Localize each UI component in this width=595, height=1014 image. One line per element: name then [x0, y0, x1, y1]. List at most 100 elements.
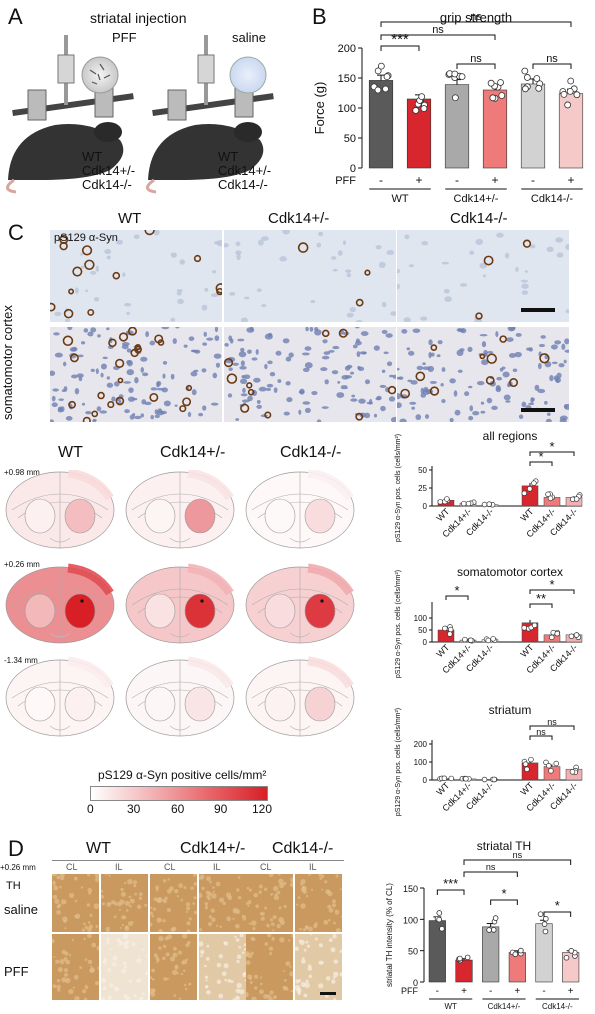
tissue-speck [319, 876, 323, 880]
nucleus [61, 389, 66, 393]
tissue-speck [246, 952, 249, 958]
tissue-speck [227, 978, 232, 983]
nucleus [421, 241, 429, 246]
significance-bracket [529, 735, 553, 740]
data-point [490, 636, 496, 642]
tissue-speck [53, 884, 56, 887]
inclusion [338, 328, 348, 338]
nucleus [58, 398, 64, 401]
tissue-speck [236, 888, 240, 892]
tissue-speck [201, 952, 204, 955]
all-regions-chart: all regions 0 25 50 pS129 α-Syn pos. cells (… [395, 429, 583, 542]
tissue-speck [188, 982, 192, 986]
pff-sign: - [531, 173, 535, 187]
tissue-speck [166, 888, 172, 894]
tissue-speck [235, 988, 241, 994]
tissue-speck [233, 911, 236, 914]
region-border [289, 725, 311, 731]
data-point [451, 70, 459, 78]
nucleus [106, 327, 110, 331]
nucleus [502, 371, 510, 378]
inclusion [483, 255, 494, 266]
tissue-speck [113, 915, 117, 919]
tissue-speck [327, 889, 330, 892]
data-point [442, 625, 448, 632]
d-subcol-label: IL [213, 862, 221, 872]
nucleus [298, 390, 305, 394]
nucleus [81, 265, 85, 269]
data-point [447, 626, 454, 633]
nucleus [53, 332, 60, 336]
nucleus [385, 333, 393, 338]
tissue-speck [162, 919, 166, 923]
inclusion [509, 378, 519, 388]
striatum-region-cl [144, 593, 176, 629]
tissue-speck [158, 929, 163, 932]
significance-label: * [549, 439, 554, 454]
micrograph-tile [50, 327, 222, 422]
nucleus [202, 342, 208, 346]
tissue-speck [332, 976, 336, 979]
tissue-speck [125, 909, 129, 912]
nucleus [459, 348, 465, 352]
nucleus [357, 365, 361, 370]
nucleus [54, 352, 63, 358]
tissue-speck [305, 979, 309, 983]
tissue-speck [215, 881, 221, 887]
inclusion [68, 400, 76, 409]
micrograph-tile [397, 327, 569, 422]
data-point [573, 91, 581, 99]
nucleus [350, 398, 358, 402]
tissue-speck [304, 925, 309, 930]
nucleus [375, 245, 382, 250]
nucleus [106, 376, 110, 380]
nucleus [305, 327, 309, 332]
tissue-speck [274, 893, 278, 897]
tissue-speck [252, 927, 256, 931]
nucleus [288, 352, 294, 358]
data-point [481, 776, 488, 783]
tissue-speck [158, 935, 164, 942]
nucleus [386, 250, 395, 256]
nucleus [239, 365, 247, 370]
inclusion [246, 382, 253, 389]
tissue-speck [248, 922, 252, 925]
nucleus [496, 376, 503, 381]
significance-label: ns [432, 24, 444, 36]
tissue-speck [56, 875, 61, 880]
injection-site [320, 599, 324, 603]
nucleus [102, 356, 108, 360]
data-point [492, 915, 499, 921]
significance-bracket [380, 45, 420, 51]
tissue-speck [339, 888, 342, 891]
data-point [436, 910, 443, 916]
th-texture [150, 934, 192, 1000]
data-point [458, 73, 466, 81]
nucleus [244, 296, 250, 300]
th-micrograph-tile [101, 934, 148, 1000]
nucleus [304, 346, 312, 351]
tissue-speck [89, 913, 93, 918]
tissue-speck [313, 923, 318, 929]
nucleus [246, 327, 255, 333]
nucleus [521, 290, 529, 295]
nucleus [321, 406, 329, 409]
y-tick-label: 0 [413, 978, 418, 988]
bar [406, 98, 432, 169]
tissue-speck [166, 907, 172, 913]
nucleus [140, 413, 145, 418]
tissue-speck [310, 934, 313, 936]
tissue-speck [105, 937, 111, 942]
significance-bracket [529, 603, 553, 608]
nucleus [346, 272, 352, 278]
micrograph-tile [224, 327, 396, 422]
tissue-speck [139, 996, 144, 1000]
nucleus [468, 385, 473, 389]
tissue-speck [259, 976, 263, 979]
x-tick-label: WT [518, 506, 535, 523]
chart-title: grip strength [440, 10, 512, 25]
data-point [569, 769, 576, 775]
tissue-speck [57, 988, 61, 992]
nucleus [383, 351, 389, 355]
nucleus [253, 377, 261, 383]
